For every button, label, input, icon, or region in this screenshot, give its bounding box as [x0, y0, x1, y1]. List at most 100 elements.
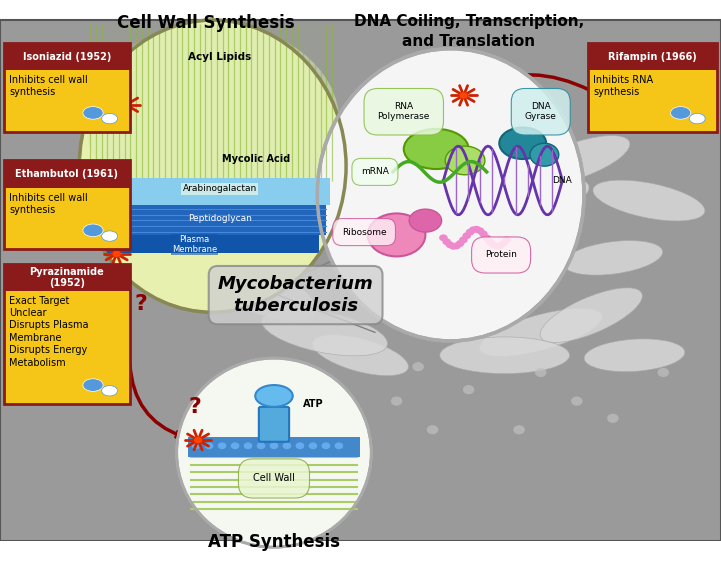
Circle shape [499, 240, 508, 247]
Ellipse shape [689, 113, 705, 124]
Text: Cell Wall: Cell Wall [253, 473, 295, 484]
Text: Cell Wall Synthesis: Cell Wall Synthesis [117, 14, 294, 32]
Text: Mycolic Acid: Mycolic Acid [222, 154, 290, 164]
Circle shape [466, 229, 474, 236]
Ellipse shape [102, 386, 118, 396]
Circle shape [462, 232, 471, 239]
Ellipse shape [83, 107, 103, 119]
Text: Exact Target
Unclear
Disrupts Plasma
Membrane
Disrupts Energy
Metabolism: Exact Target Unclear Disrupts Plasma Mem… [9, 296, 89, 368]
Circle shape [495, 242, 504, 249]
Text: Arabinogalactan: Arabinogalactan [183, 185, 257, 193]
Text: Protein: Protein [485, 250, 517, 260]
Ellipse shape [426, 238, 554, 278]
Text: Ribosome: Ribosome [342, 227, 386, 237]
Ellipse shape [563, 241, 663, 275]
Circle shape [469, 226, 478, 233]
Text: Pyrazinamide
(1952): Pyrazinamide (1952) [30, 267, 104, 288]
Circle shape [121, 101, 131, 109]
Circle shape [283, 442, 291, 449]
Bar [0, 541, 721, 573]
Bar [4, 264, 130, 291]
Ellipse shape [671, 107, 691, 119]
Ellipse shape [102, 113, 118, 124]
Circle shape [486, 238, 495, 245]
Circle shape [492, 243, 501, 250]
Circle shape [322, 442, 330, 449]
Circle shape [94, 186, 104, 193]
Bar [4, 43, 130, 70]
Ellipse shape [540, 288, 642, 343]
Circle shape [270, 442, 278, 449]
Ellipse shape [86, 23, 340, 221]
Circle shape [535, 368, 547, 377]
Ellipse shape [262, 309, 387, 356]
Circle shape [335, 442, 343, 449]
Ellipse shape [404, 129, 469, 169]
Circle shape [427, 425, 438, 434]
Text: Isoniazid (1952): Isoniazid (1952) [22, 52, 111, 62]
Ellipse shape [382, 299, 483, 332]
FancyBboxPatch shape [259, 407, 289, 442]
FancyBboxPatch shape [588, 43, 717, 132]
Bar [106, 235, 319, 253]
Text: Peptidoglycan: Peptidoglycan [188, 214, 252, 223]
Circle shape [244, 442, 252, 449]
Circle shape [439, 234, 448, 241]
Text: ?: ? [134, 294, 147, 313]
Ellipse shape [593, 180, 705, 221]
Ellipse shape [339, 240, 454, 276]
Bar [188, 437, 360, 457]
Circle shape [472, 226, 481, 233]
Circle shape [446, 241, 454, 248]
Circle shape [463, 385, 474, 394]
Text: Ethambutol (1961): Ethambutol (1961) [15, 169, 118, 179]
Circle shape [391, 397, 402, 406]
Circle shape [205, 442, 213, 449]
Circle shape [231, 442, 239, 449]
Text: RNA
Polymerase: RNA Polymerase [378, 102, 430, 121]
Text: Rifampin (1966): Rifampin (1966) [608, 52, 697, 62]
Circle shape [192, 442, 200, 449]
Text: Acyl Lipids: Acyl Lipids [188, 52, 252, 61]
Ellipse shape [368, 213, 425, 256]
Circle shape [459, 92, 468, 99]
Circle shape [449, 243, 458, 250]
Ellipse shape [386, 135, 508, 186]
Circle shape [658, 368, 669, 377]
Ellipse shape [410, 209, 441, 232]
Text: DNA
Gyrase: DNA Gyrase [525, 102, 557, 121]
Circle shape [340, 408, 352, 417]
Circle shape [412, 362, 424, 371]
Ellipse shape [523, 136, 630, 185]
Text: ATP Synthesis: ATP Synthesis [208, 533, 340, 551]
Text: DNA Coiling, Transcription,
and Translation: DNA Coiling, Transcription, and Translat… [353, 14, 584, 49]
Circle shape [503, 237, 511, 244]
Text: Plasma
Membrane: Plasma Membrane [172, 234, 217, 254]
FancyBboxPatch shape [4, 160, 130, 249]
FancyBboxPatch shape [4, 43, 130, 132]
Ellipse shape [83, 379, 103, 391]
Text: Mycobacterium
tuberculosis: Mycobacterium tuberculosis [218, 275, 373, 315]
Ellipse shape [79, 20, 346, 312]
Ellipse shape [440, 337, 570, 374]
Bar [4, 160, 130, 188]
Ellipse shape [313, 335, 408, 376]
Ellipse shape [584, 339, 685, 372]
Text: ?: ? [188, 397, 201, 417]
Circle shape [571, 397, 583, 406]
Circle shape [443, 238, 451, 245]
Ellipse shape [255, 385, 293, 407]
Text: mRNA: mRNA [361, 167, 389, 176]
Circle shape [309, 442, 317, 449]
Circle shape [193, 437, 203, 444]
Circle shape [479, 230, 487, 237]
Ellipse shape [446, 146, 485, 175]
Circle shape [476, 227, 485, 234]
Ellipse shape [102, 231, 118, 241]
Ellipse shape [317, 49, 584, 341]
Ellipse shape [188, 252, 317, 321]
Bar [588, 43, 717, 70]
Text: Inhibits RNA
synthesis: Inhibits RNA synthesis [593, 75, 653, 97]
Bar [99, 205, 326, 235]
Circle shape [296, 442, 304, 449]
